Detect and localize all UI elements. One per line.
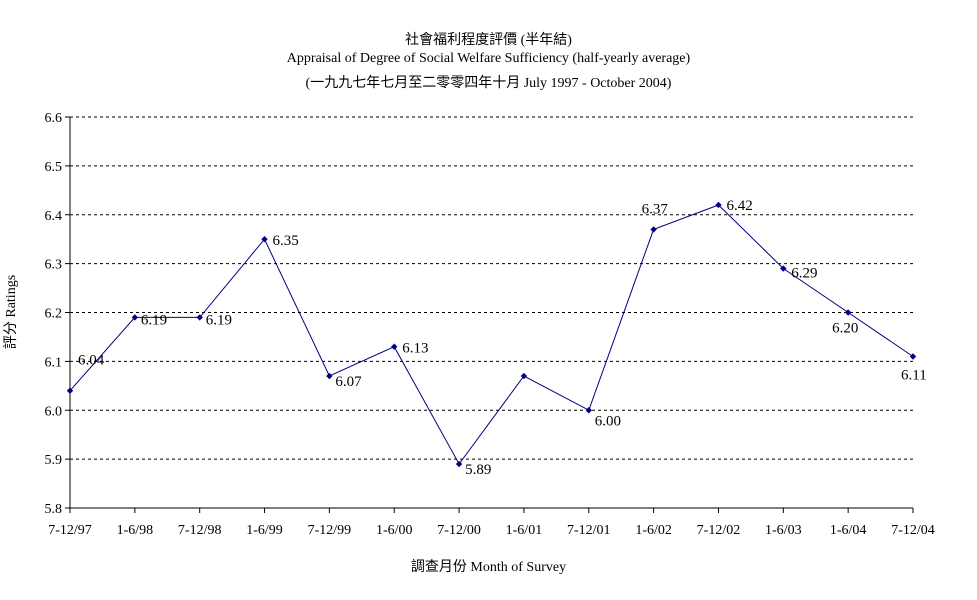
y-tick-label: 5.9 <box>45 453 63 468</box>
data-point <box>520 372 528 380</box>
data-label: 6.11 <box>901 367 927 383</box>
x-tick-label: 1-6/99 <box>246 523 283 538</box>
data-point <box>780 265 787 272</box>
x-tick-label: 1-6/00 <box>376 523 413 538</box>
data-label: 6.07 <box>335 374 362 390</box>
data-label: 6.42 <box>726 198 752 214</box>
x-tick-label: 1-6/04 <box>830 523 867 538</box>
data-label: 6.29 <box>791 266 817 282</box>
x-tick-label: 7-12/04 <box>891 523 935 538</box>
data-label: 6.19 <box>141 312 167 328</box>
x-tick-label: 7-12/01 <box>567 523 611 538</box>
x-tick-label: 7-12/02 <box>697 523 741 538</box>
data-labels: 6.04 6.19 6.19 6.35 6.07 6.13 5.89 6.00 6.37 6.42… <box>78 198 927 478</box>
data-point <box>391 343 398 350</box>
data-point <box>909 353 917 360</box>
y-tick-label: 6.2 <box>45 307 63 322</box>
data-label: 6.20 <box>832 321 858 337</box>
data-label: 6.13 <box>402 341 428 357</box>
y-tick-labels: 5.8 5.9 6.0 6.1 6.2 6.3 6.4 6.5 6.6 <box>45 111 70 517</box>
x-tick-label: 1-6/98 <box>117 523 154 538</box>
x-tick-label: 7-12/00 <box>437 523 481 538</box>
x-axis-label: 調查月份 Month of Survey <box>410 560 567 575</box>
x-tick-label: 7-12/98 <box>178 523 222 538</box>
data-point <box>131 314 139 321</box>
chart-subtitle: Appraisal of Degree of Social Welfare Su… <box>286 51 691 66</box>
data-point <box>261 235 268 243</box>
y-tick-label: 6.4 <box>45 209 63 224</box>
data-point <box>715 201 722 209</box>
y-tick-label: 5.8 <box>45 502 63 517</box>
y-tick-label: 6.5 <box>45 160 63 175</box>
data-point <box>844 309 852 316</box>
data-point <box>196 314 203 321</box>
data-label: 5.89 <box>465 462 491 478</box>
x-tick-label: 1-6/02 <box>635 523 672 538</box>
y-tick-label: 6.3 <box>45 258 63 273</box>
data-label: 6.19 <box>206 312 232 328</box>
data-label: 6.04 <box>78 353 105 369</box>
chart-date-range: (一九九七年七月至二零零四年十月 July 1997 - October 200… <box>305 76 672 91</box>
data-label: 6.35 <box>273 233 299 249</box>
y-tick-label: 6.1 <box>45 355 63 370</box>
data-point <box>585 407 592 414</box>
x-tick-label: 1-6/03 <box>765 523 802 538</box>
series <box>66 201 917 468</box>
x-tick-label: 1-6/01 <box>506 523 543 538</box>
x-tick-label: 7-12/97 <box>48 523 92 538</box>
data-label: 6.00 <box>595 413 621 429</box>
x-tick-label: 7-12/99 <box>308 523 352 538</box>
y-axis-label: 評分 Ratings <box>4 274 19 350</box>
series-line <box>69 204 914 465</box>
data-point <box>326 372 333 380</box>
data-point <box>650 226 657 233</box>
x-tick-labels: 7-12/97 1-6/98 7-12/98 1-6/99 7-12/99 1-6/00 7… <box>48 508 935 538</box>
data-point <box>66 387 74 394</box>
data-label: 6.37 <box>642 201 669 217</box>
y-tick-label: 6.0 <box>45 404 63 419</box>
chart-title: 社會福利程度評價 (半年結) <box>405 33 572 48</box>
data-point <box>455 460 463 468</box>
grid-lines <box>70 116 913 460</box>
y-tick-label: 6.6 <box>45 111 63 126</box>
